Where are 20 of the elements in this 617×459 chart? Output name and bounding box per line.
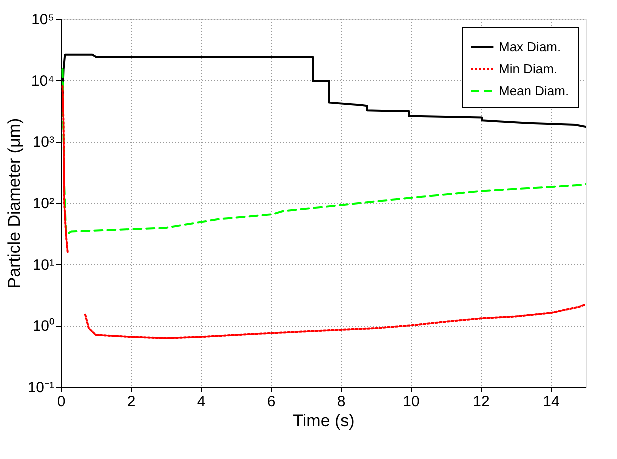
x-tick-label: 0 xyxy=(57,394,66,410)
y-tick-label: 10³ xyxy=(32,134,54,152)
y-axis-title: Particle Diameter (μm) xyxy=(4,118,24,289)
x-tick-label: 14 xyxy=(543,394,560,410)
x-axis-title: Time (s) xyxy=(293,412,355,430)
y-tick-label: 10² xyxy=(32,196,54,212)
y-tick-label: 10⁰ xyxy=(32,318,54,336)
legend-label: Max Diam. xyxy=(499,40,562,54)
x-tick-label: 6 xyxy=(267,394,276,410)
x-tick-label: 10 xyxy=(403,394,420,410)
y-tick-label: 10¹ xyxy=(32,256,54,274)
x-tick-label: 2 xyxy=(127,394,136,410)
x-tick-label: 8 xyxy=(337,394,346,410)
legend-label: Mean Diam. xyxy=(499,84,570,98)
x-tick-label: 4 xyxy=(197,394,206,410)
y-tick-label: 10⁴ xyxy=(31,72,54,90)
y-tick-label: 10⁻¹ xyxy=(28,380,54,396)
x-tick-label: 12 xyxy=(473,394,490,410)
legend-label: Min Diam. xyxy=(499,62,558,76)
y-tick-label: 10⁵ xyxy=(32,12,54,28)
